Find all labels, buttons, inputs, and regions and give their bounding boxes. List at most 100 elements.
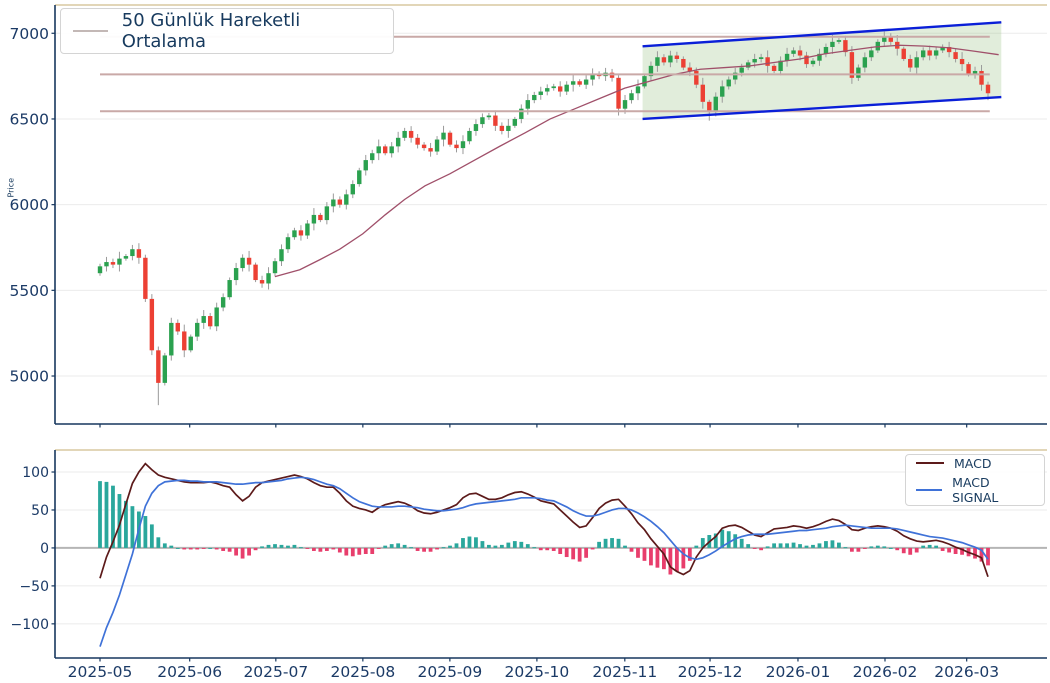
candle-body bbox=[117, 258, 122, 265]
candle-body bbox=[972, 70, 978, 75]
candle-body bbox=[570, 81, 576, 85]
candle-body bbox=[920, 50, 926, 58]
candle-body bbox=[558, 86, 563, 92]
macd-histogram-bar bbox=[363, 547, 368, 554]
candle-body bbox=[830, 41, 835, 47]
macd-histogram-bar bbox=[655, 547, 660, 568]
macd-histogram-bar bbox=[182, 547, 187, 550]
candle-body bbox=[298, 230, 304, 236]
candle-body bbox=[499, 125, 505, 131]
x-tick-label: 2025-08 bbox=[330, 663, 395, 681]
candle-body bbox=[687, 67, 693, 71]
macd-histogram-bar bbox=[525, 544, 530, 548]
candle-body bbox=[856, 67, 861, 78]
candle-body bbox=[752, 58, 757, 63]
candle-body bbox=[480, 117, 485, 125]
candle-body bbox=[733, 72, 738, 80]
candle-body bbox=[985, 84, 991, 94]
candle-body bbox=[143, 257, 148, 299]
candle-body bbox=[933, 50, 939, 56]
candle-body bbox=[110, 262, 116, 265]
macd-histogram-bar bbox=[305, 547, 310, 549]
macd-histogram-bar bbox=[778, 543, 783, 548]
candle-body bbox=[901, 48, 906, 59]
candle-body bbox=[927, 50, 932, 56]
candle-body bbox=[726, 79, 731, 87]
price-panel-legend: 50 Günlük Hareketli Ortalama bbox=[60, 8, 394, 54]
macd-histogram-bar bbox=[545, 547, 550, 551]
candle-body bbox=[376, 146, 381, 154]
macd-histogram-bar bbox=[953, 547, 958, 554]
candle-body bbox=[272, 261, 278, 274]
candle-body bbox=[739, 67, 744, 73]
macd-histogram-bar bbox=[901, 547, 906, 554]
x-tick-label: 2025-05 bbox=[68, 663, 133, 681]
macd-histogram-bar bbox=[986, 547, 990, 566]
macd-histogram-bar bbox=[234, 547, 239, 556]
macd-histogram-bar bbox=[934, 545, 939, 548]
candle-body bbox=[765, 57, 770, 66]
macd-histogram-bar bbox=[869, 546, 874, 548]
macd-histogram-bar bbox=[104, 481, 109, 548]
macd-histogram-bar bbox=[649, 547, 653, 566]
candle-body bbox=[908, 58, 913, 68]
macd-histogram-bar bbox=[117, 494, 122, 548]
candle-body bbox=[182, 331, 187, 351]
macd-histogram-bar bbox=[798, 544, 802, 548]
macd-legend-line-icon bbox=[916, 462, 944, 464]
price-tick-label: 5000 bbox=[10, 368, 49, 386]
macd-histogram-bar bbox=[824, 541, 828, 548]
candle-body bbox=[162, 355, 168, 383]
candle-body bbox=[564, 84, 569, 92]
trend-channel-lower-line bbox=[642, 95, 1002, 121]
candle-body bbox=[123, 256, 129, 259]
macd-histogram-bar bbox=[623, 545, 627, 548]
candle-body bbox=[797, 50, 803, 56]
macd-histogram-bar bbox=[111, 485, 115, 548]
candle-body bbox=[525, 100, 530, 109]
candle-body bbox=[538, 91, 543, 95]
macd-histogram-bar bbox=[454, 543, 459, 548]
x-tick-label: 2025-09 bbox=[417, 663, 482, 681]
macd-histogram-bar bbox=[389, 544, 394, 548]
macd-histogram-bar bbox=[480, 541, 485, 548]
x-tick-label: 2026-03 bbox=[934, 663, 999, 681]
candle-body bbox=[635, 86, 641, 94]
candle-body bbox=[668, 55, 673, 63]
macd-histogram-bar bbox=[201, 547, 206, 549]
x-tick-label: 2026-01 bbox=[766, 663, 831, 681]
price-tick-label: 6000 bbox=[10, 196, 49, 214]
macd-histogram-bar bbox=[811, 544, 815, 548]
candle-body bbox=[888, 36, 893, 42]
macd-histogram-bar bbox=[558, 547, 563, 554]
candle-body bbox=[434, 139, 440, 152]
macd-histogram-bar bbox=[603, 538, 608, 548]
macd-histogram-bar bbox=[519, 541, 524, 548]
candle-body bbox=[849, 52, 855, 78]
macd-histogram-bar bbox=[875, 545, 880, 548]
macd-histogram-bar bbox=[292, 544, 297, 548]
macd-histogram-bar bbox=[324, 547, 329, 551]
macd-histogram-bar bbox=[428, 547, 433, 552]
macd-histogram-bar bbox=[506, 542, 511, 548]
macd-legend-label: MACD bbox=[954, 455, 992, 471]
macd-histogram-bar bbox=[143, 516, 148, 548]
price-tick-label: 6500 bbox=[10, 110, 49, 128]
macd-histogram-bar bbox=[357, 547, 362, 555]
macd-histogram-bar bbox=[888, 547, 893, 549]
candle-body bbox=[648, 65, 654, 77]
macd-histogram-bar bbox=[856, 547, 861, 552]
macd-histogram-bar bbox=[804, 545, 809, 548]
price-tick-label: 7000 bbox=[10, 25, 49, 43]
macd-histogram-bar bbox=[279, 544, 284, 548]
macd-histogram-bar bbox=[331, 547, 336, 550]
candle-body bbox=[441, 132, 446, 140]
macd-histogram-bar bbox=[493, 545, 498, 548]
candle-body bbox=[175, 322, 180, 332]
candle-body bbox=[784, 53, 790, 61]
macd-histogram-bar bbox=[700, 538, 705, 548]
macd-histogram-bar bbox=[221, 547, 226, 551]
candle-body bbox=[506, 125, 511, 131]
